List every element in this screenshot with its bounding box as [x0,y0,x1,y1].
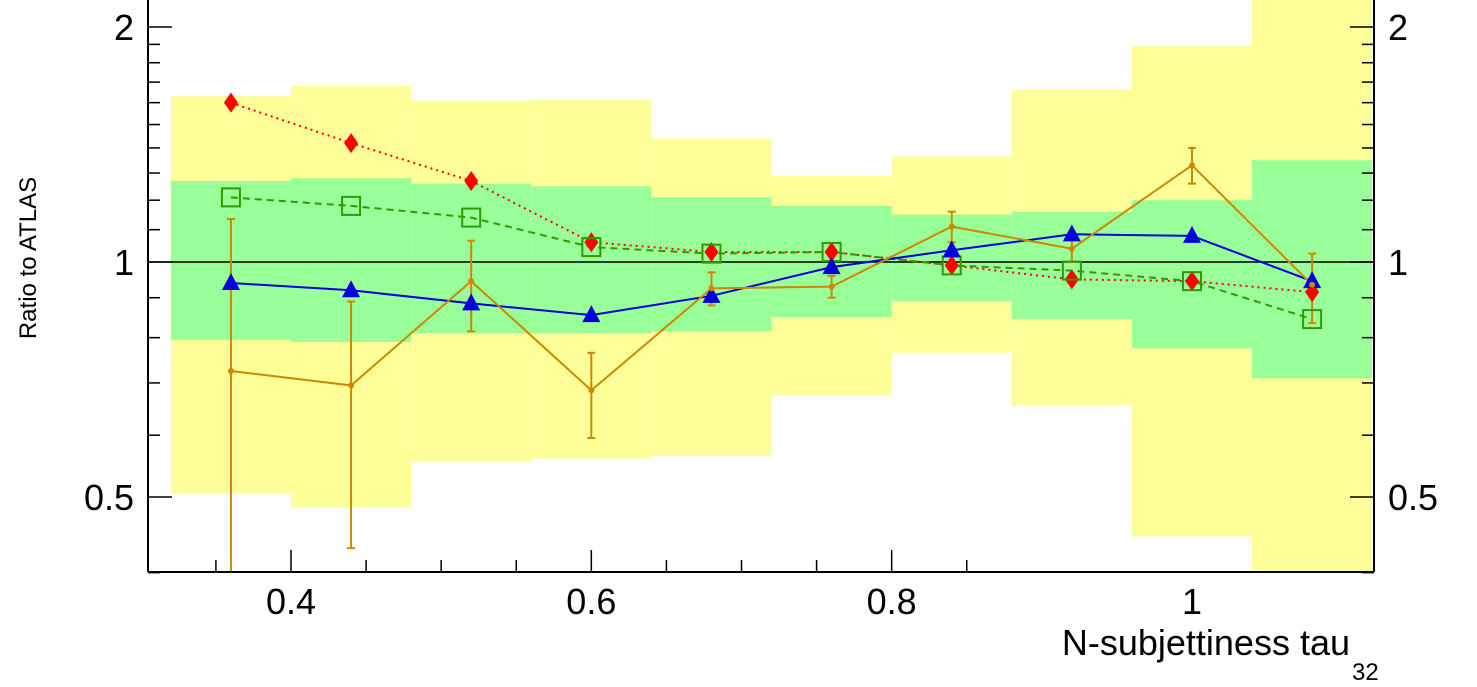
open-square-marker [1061,260,1082,281]
dot-marker [828,283,835,290]
x-tick-label: 0.8 [867,581,917,622]
x-tick-label: 0.4 [266,581,316,622]
series-markers [220,92,1323,394]
y-tick-label-right: 0.5 [1388,477,1438,518]
dot-marker [1309,281,1316,288]
open-square-marker [701,243,722,264]
triangle-marker [1062,224,1081,242]
series-line [230,101,1313,294]
series-line [230,164,1313,392]
open-square-marker [220,187,241,208]
triangle-marker [942,240,961,258]
triangle-marker [462,293,481,311]
dot-marker [227,368,234,375]
triangle-marker [582,305,601,323]
x-tick-label: 1 [1182,581,1202,622]
plot-frame [147,0,1375,573]
tick-labels: 0.4 0.6 0.8 1 0.5 0.5 1 1 2 2 [84,7,1438,622]
inner-band-bin [651,197,772,332]
dot-marker [1189,162,1195,169]
triangle-marker [822,257,841,275]
y-axis-title: Ratio to ATLAS [15,177,42,339]
diamond-marker [464,170,479,191]
series-line [230,196,1313,321]
diamond-marker [344,133,359,154]
axis-ticks [148,26,1374,574]
diamond-marker [704,241,719,262]
triangle-marker [1183,225,1201,243]
y-tick-label-left: 1 [114,242,134,283]
dot-marker [948,223,955,230]
y-tick-label-left: 0.5 [84,477,134,518]
open-square-marker [1182,271,1202,292]
dot-marker [1068,245,1075,252]
open-square-marker [581,237,602,258]
y-tick-label-right: 1 [1388,242,1408,283]
y-tick-label-left: 2 [114,7,134,48]
triangle-marker [702,285,721,303]
diamond-marker [1185,271,1199,292]
x-axis-title: N-subjettiness tau [1062,622,1350,663]
diamond-marker [824,241,839,262]
diamond-marker [223,92,238,113]
dot-marker [348,382,355,389]
x-axis-title-subscript: 32 [1352,659,1379,686]
series-line [230,233,1313,317]
triangle-marker [1303,271,1322,289]
open-square-marker [1302,309,1323,330]
triangle-marker [221,272,240,290]
x-tick-label: 0.6 [566,581,616,622]
open-square-marker [461,207,482,228]
diamond-marker [944,255,959,276]
dot-marker [708,285,715,292]
dot-marker [468,278,475,285]
y-tick-label-right: 2 [1388,7,1408,48]
triangle-marker [342,280,361,298]
dot-marker [588,387,595,394]
series-lines [230,101,1313,392]
open-square-marker [341,195,362,216]
